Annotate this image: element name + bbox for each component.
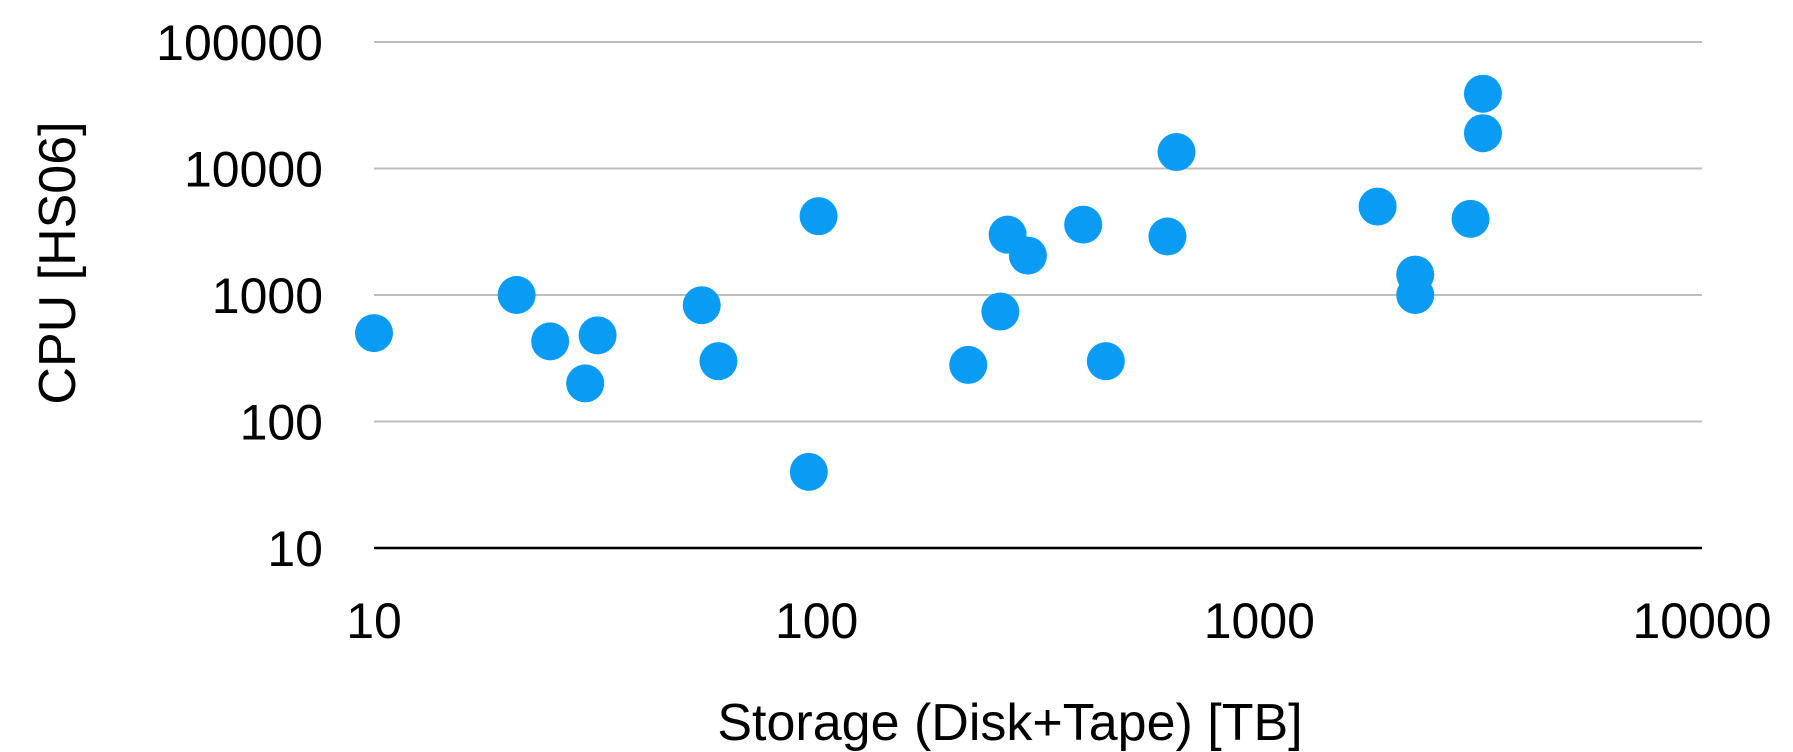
data-point (497, 276, 536, 314)
data-point (1463, 114, 1502, 153)
data-point (789, 452, 828, 491)
x-tick-label: 10 (346, 593, 402, 649)
data-point (799, 197, 838, 236)
y-tick-label: 100000 (156, 15, 323, 71)
data-point (355, 314, 393, 353)
y-tick-label: 100 (240, 395, 323, 451)
data-point (1463, 74, 1502, 113)
gridlines (374, 41, 1702, 550)
data-point (1451, 199, 1490, 238)
y-tick-label: 1000 (212, 268, 323, 324)
x-tick-label: 100 (775, 593, 858, 649)
data-point (1148, 217, 1187, 256)
data-point (566, 364, 605, 403)
x-tick-label: 10000 (1632, 593, 1771, 649)
data-point (1064, 205, 1103, 244)
x-axis-title: Storage (Disk+Tape) [TB] (717, 694, 1302, 752)
data-point (1157, 133, 1196, 172)
x-tick-label: 1000 (1204, 593, 1315, 649)
data-point (1358, 187, 1397, 226)
y-tick-label: 10 (267, 521, 323, 577)
data-point (1396, 276, 1435, 314)
data-points (355, 74, 1502, 491)
x-tick-labels: 10 100 1000 10000 (346, 593, 1771, 649)
y-tick-label: 10000 (184, 142, 323, 198)
data-point (531, 322, 570, 361)
data-point (578, 316, 617, 355)
data-point (1086, 342, 1125, 381)
y-tick-labels: 10 100 1000 10000 100000 (156, 15, 323, 577)
data-point (1008, 236, 1047, 275)
data-point (981, 292, 1020, 331)
data-point (699, 342, 738, 381)
data-point (949, 345, 988, 384)
y-axis-title: CPU [HS06] (29, 121, 87, 404)
data-point (682, 286, 721, 325)
